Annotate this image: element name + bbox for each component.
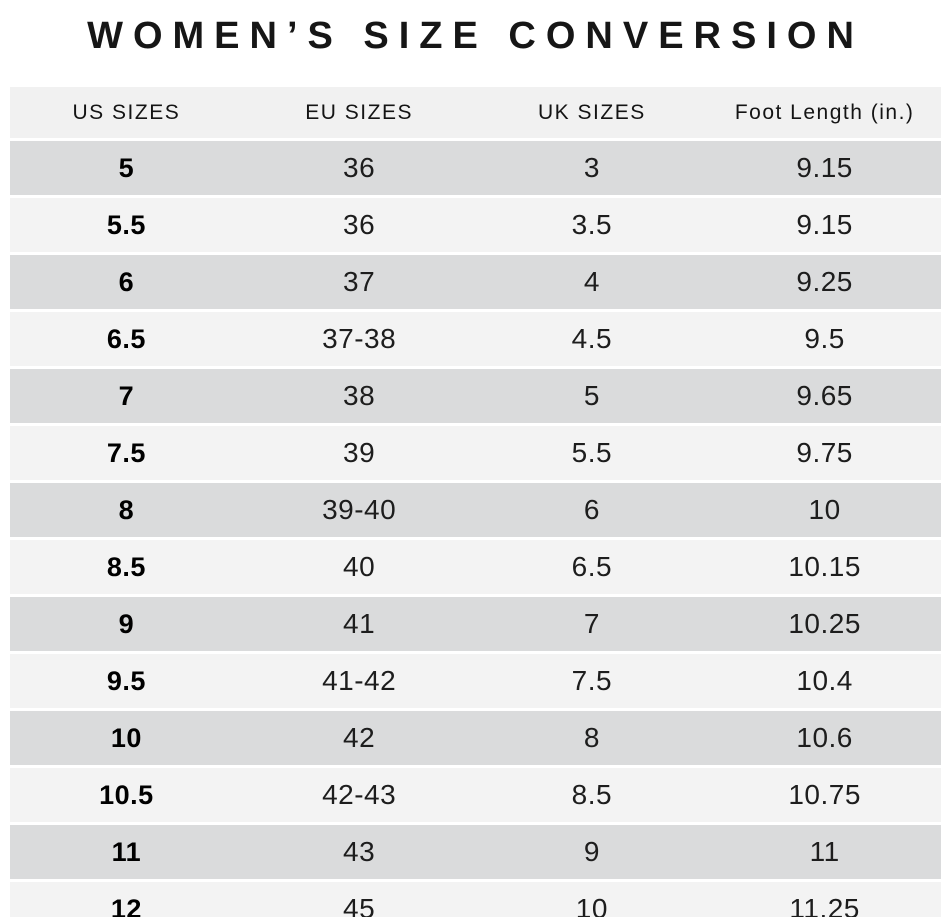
column-header-eu-sizes: EU SIZES xyxy=(242,87,476,138)
eu-size-cell: 41-42 xyxy=(242,654,476,708)
eu-size-cell: 41 xyxy=(242,597,476,651)
uk-size-cell: 6.5 xyxy=(475,540,709,594)
us-size-cell: 7.5 xyxy=(10,426,243,480)
column-header-uk-sizes: UK SIZES xyxy=(475,87,709,138)
us-size-cell: 8 xyxy=(10,483,243,537)
us-size-cell: 10 xyxy=(10,711,243,765)
uk-size-cell: 6 xyxy=(475,483,709,537)
foot-length-cell: 10.75 xyxy=(708,768,941,822)
column-header-foot-length: Foot Length (in.) xyxy=(708,87,941,138)
foot-length-cell: 9.75 xyxy=(708,426,941,480)
us-size-cell: 12 xyxy=(10,882,243,917)
us-size-cell: 9 xyxy=(10,597,243,651)
table-row: 6 37 4 9.25 xyxy=(10,255,941,309)
uk-size-cell: 8 xyxy=(475,711,709,765)
table-row: 6.5 37-38 4.5 9.5 xyxy=(10,312,941,366)
uk-size-cell: 4.5 xyxy=(475,312,709,366)
eu-size-cell: 45 xyxy=(242,882,476,917)
eu-size-cell: 40 xyxy=(242,540,476,594)
table-row: 7 38 5 9.65 xyxy=(10,369,941,423)
table-row: 7.5 39 5.5 9.75 xyxy=(10,426,941,480)
table-row: 11 43 9 11 xyxy=(10,825,941,879)
eu-size-cell: 39-40 xyxy=(242,483,476,537)
table-row: 10 42 8 10.6 xyxy=(10,711,941,765)
eu-size-cell: 36 xyxy=(242,198,476,252)
table-row: 5 36 3 9.15 xyxy=(10,141,941,195)
us-size-cell: 6 xyxy=(10,255,243,309)
eu-size-cell: 42 xyxy=(242,711,476,765)
eu-size-cell: 38 xyxy=(242,369,476,423)
foot-length-cell: 10.6 xyxy=(708,711,941,765)
us-size-cell: 10.5 xyxy=(10,768,243,822)
foot-length-cell: 10.25 xyxy=(708,597,941,651)
uk-size-cell: 10 xyxy=(475,882,709,917)
uk-size-cell: 8.5 xyxy=(475,768,709,822)
table-row: 12 45 10 11.25 xyxy=(10,882,941,917)
table-row: 10.5 42-43 8.5 10.75 xyxy=(10,768,941,822)
foot-length-cell: 10 xyxy=(708,483,941,537)
table-row: 8.5 40 6.5 10.15 xyxy=(10,540,941,594)
us-size-cell: 8.5 xyxy=(10,540,243,594)
header-row: US SIZES EU SIZES UK SIZES Foot Length (… xyxy=(10,87,941,138)
eu-size-cell: 42-43 xyxy=(242,768,476,822)
foot-length-cell: 9.25 xyxy=(708,255,941,309)
foot-length-cell: 10.15 xyxy=(708,540,941,594)
foot-length-cell: 9.5 xyxy=(708,312,941,366)
us-size-cell: 6.5 xyxy=(10,312,243,366)
uk-size-cell: 3 xyxy=(475,141,709,195)
uk-size-cell: 7.5 xyxy=(475,654,709,708)
eu-size-cell: 37 xyxy=(242,255,476,309)
foot-length-cell: 9.15 xyxy=(708,141,941,195)
table-body: 5 36 3 9.15 5.5 36 3.5 9.15 6 37 4 9.25 … xyxy=(10,141,941,917)
foot-length-cell: 11.25 xyxy=(708,882,941,917)
size-conversion-table: US SIZES EU SIZES UK SIZES Foot Length (… xyxy=(10,84,941,917)
foot-length-cell: 10.4 xyxy=(708,654,941,708)
eu-size-cell: 36 xyxy=(242,141,476,195)
us-size-cell: 5.5 xyxy=(10,198,243,252)
foot-length-cell: 11 xyxy=(708,825,941,879)
table-row: 9 41 7 10.25 xyxy=(10,597,941,651)
us-size-cell: 9.5 xyxy=(10,654,243,708)
uk-size-cell: 7 xyxy=(475,597,709,651)
uk-size-cell: 5 xyxy=(475,369,709,423)
table-row: 9.5 41-42 7.5 10.4 xyxy=(10,654,941,708)
uk-size-cell: 3.5 xyxy=(475,198,709,252)
foot-length-cell: 9.15 xyxy=(708,198,941,252)
page-title: WOMEN’S SIZE CONVERSION xyxy=(87,15,864,57)
eu-size-cell: 39 xyxy=(242,426,476,480)
foot-length-cell: 9.65 xyxy=(708,369,941,423)
table-row: 8 39-40 6 10 xyxy=(10,483,941,537)
uk-size-cell: 9 xyxy=(475,825,709,879)
us-size-cell: 7 xyxy=(10,369,243,423)
us-size-cell: 5 xyxy=(10,141,243,195)
size-conversion-page: WOMEN’S SIZE CONVERSION US SIZES EU SIZE… xyxy=(0,14,951,917)
eu-size-cell: 37-38 xyxy=(242,312,476,366)
uk-size-cell: 4 xyxy=(475,255,709,309)
eu-size-cell: 43 xyxy=(242,825,476,879)
table-row: 5.5 36 3.5 9.15 xyxy=(10,198,941,252)
us-size-cell: 11 xyxy=(10,825,243,879)
uk-size-cell: 5.5 xyxy=(475,426,709,480)
column-header-us-sizes: US SIZES xyxy=(10,87,243,138)
